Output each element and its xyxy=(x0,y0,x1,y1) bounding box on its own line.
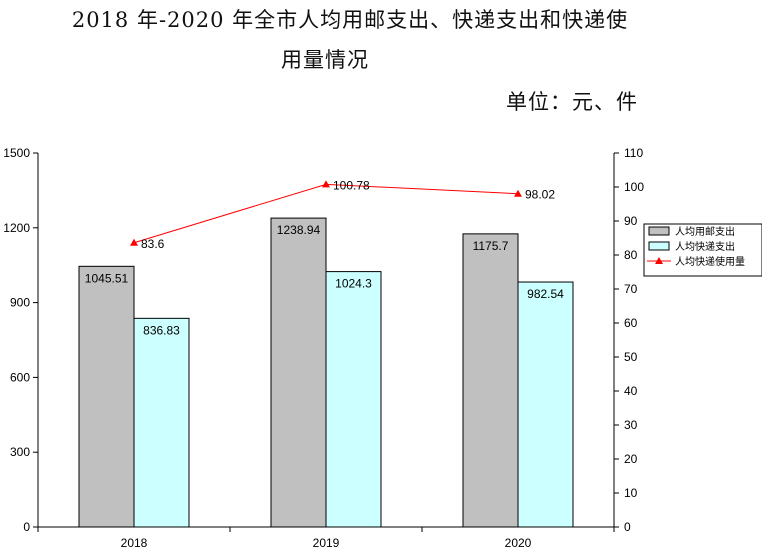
y-right-tick-label: 10 xyxy=(624,486,638,500)
line-data-label: 98.02 xyxy=(525,188,555,202)
legend-label: 人均快递支出 xyxy=(675,240,735,253)
y-right-tick-label: 50 xyxy=(624,350,638,364)
y-right-tick-label: 60 xyxy=(624,316,638,330)
bar-1 xyxy=(270,217,327,528)
chart-title-line1: 2018 年-2020 年全市人均用邮支出、快递支出和快递使 xyxy=(71,8,629,32)
bar-2 xyxy=(517,281,574,528)
y-right-tick-label: 70 xyxy=(624,282,638,296)
chart-title-line2: 用量情况 xyxy=(281,48,369,72)
x-tick-label: 2020 xyxy=(505,536,532,550)
y-right-tick-label: 40 xyxy=(624,384,638,398)
y-right-tick-label: 20 xyxy=(624,452,638,466)
line-data-label: 83.6 xyxy=(141,237,165,251)
bar-data-label: 1045.51 xyxy=(85,271,129,285)
bar-data-label: 982.54 xyxy=(527,287,564,301)
x-tick-label: 2019 xyxy=(313,536,340,550)
legend-marker xyxy=(655,257,663,264)
bar-data-label: 1024.3 xyxy=(335,277,372,291)
bar-data-label: 836.83 xyxy=(143,323,180,337)
y-left-tick-label: 600 xyxy=(10,370,30,384)
line-data-label: 100.78 xyxy=(333,178,370,192)
y-left-tick-label: 0 xyxy=(23,520,30,534)
bar-2 xyxy=(133,317,190,528)
line-series-group: 83.6 100.78 98.02 xyxy=(130,178,555,251)
y-right-tick-label: 100 xyxy=(624,180,644,194)
triangle-marker xyxy=(322,180,330,188)
y-right-tick-label: 0 xyxy=(624,520,631,534)
legend-label: 人均用邮支出 xyxy=(675,225,735,238)
bar-series-group: 1045.51 1238.94 1175.7 836.83 1024.3 982.54 xyxy=(78,217,574,528)
y-left-tick-label: 1500 xyxy=(3,146,30,160)
legend-label: 人均快递使用量 xyxy=(675,255,745,268)
bar-data-label: 1238.94 xyxy=(277,223,321,237)
bar-2 xyxy=(325,271,382,528)
bar-1 xyxy=(462,233,519,528)
bar-data-label: 1175.7 xyxy=(473,239,509,253)
y-left-tick-label: 900 xyxy=(10,296,30,310)
x-tick-label: 2018 xyxy=(121,536,148,550)
triangle-marker xyxy=(514,189,522,197)
triangle-marker xyxy=(130,238,138,246)
bar-1 xyxy=(78,265,135,528)
legend-swatch xyxy=(648,226,670,236)
y-left-tick-label: 1200 xyxy=(3,221,30,235)
y-right-tick-label: 80 xyxy=(624,248,638,262)
chart-axes: 0 300 600 900 1200 1500 0 10 20 30 40 50 60 70 80 90 100… xyxy=(3,146,644,550)
y-left-tick-label: 300 xyxy=(10,445,30,459)
legend-swatch xyxy=(648,241,670,251)
y-right-tick-label: 90 xyxy=(624,214,638,228)
unit-label: 单位：元、件 xyxy=(506,90,638,114)
y-right-tick-label: 110 xyxy=(624,146,643,160)
y-right-tick-label: 30 xyxy=(624,418,638,432)
